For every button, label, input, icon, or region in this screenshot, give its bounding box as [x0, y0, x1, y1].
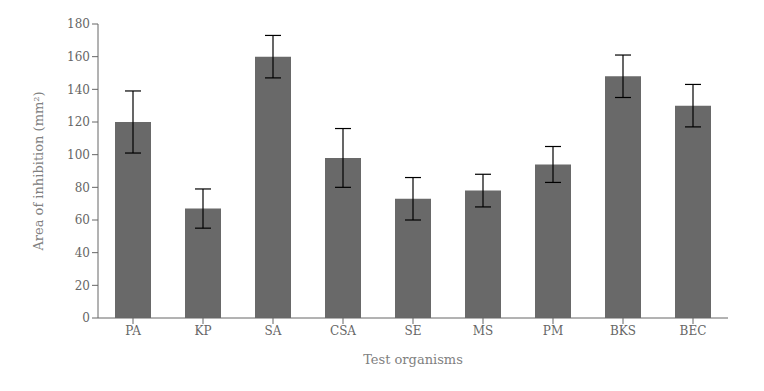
svg-text:160: 160 — [67, 50, 90, 64]
svg-text:20: 20 — [75, 279, 90, 293]
svg-text:Test organisms: Test organisms — [363, 352, 463, 367]
svg-text:140: 140 — [67, 83, 90, 97]
svg-text:SE: SE — [405, 324, 422, 338]
svg-text:100: 100 — [67, 148, 90, 162]
svg-text:180: 180 — [67, 17, 90, 31]
svg-text:PA: PA — [125, 324, 141, 338]
svg-text:40: 40 — [75, 246, 90, 260]
svg-text:80: 80 — [75, 181, 90, 195]
svg-text:KP: KP — [194, 324, 211, 338]
svg-text:0: 0 — [82, 311, 90, 325]
svg-text:PM: PM — [543, 324, 563, 338]
svg-text:CSA: CSA — [330, 324, 356, 338]
svg-text:MS: MS — [473, 324, 494, 338]
svg-text:120: 120 — [67, 115, 90, 129]
svg-text:Area of inhibition (mm²): Area of inhibition (mm²) — [31, 91, 46, 251]
svg-text:BKS: BKS — [610, 324, 636, 338]
svg-text:SA: SA — [265, 324, 282, 338]
svg-text:BEC: BEC — [680, 324, 707, 338]
svg-text:60: 60 — [75, 213, 90, 227]
